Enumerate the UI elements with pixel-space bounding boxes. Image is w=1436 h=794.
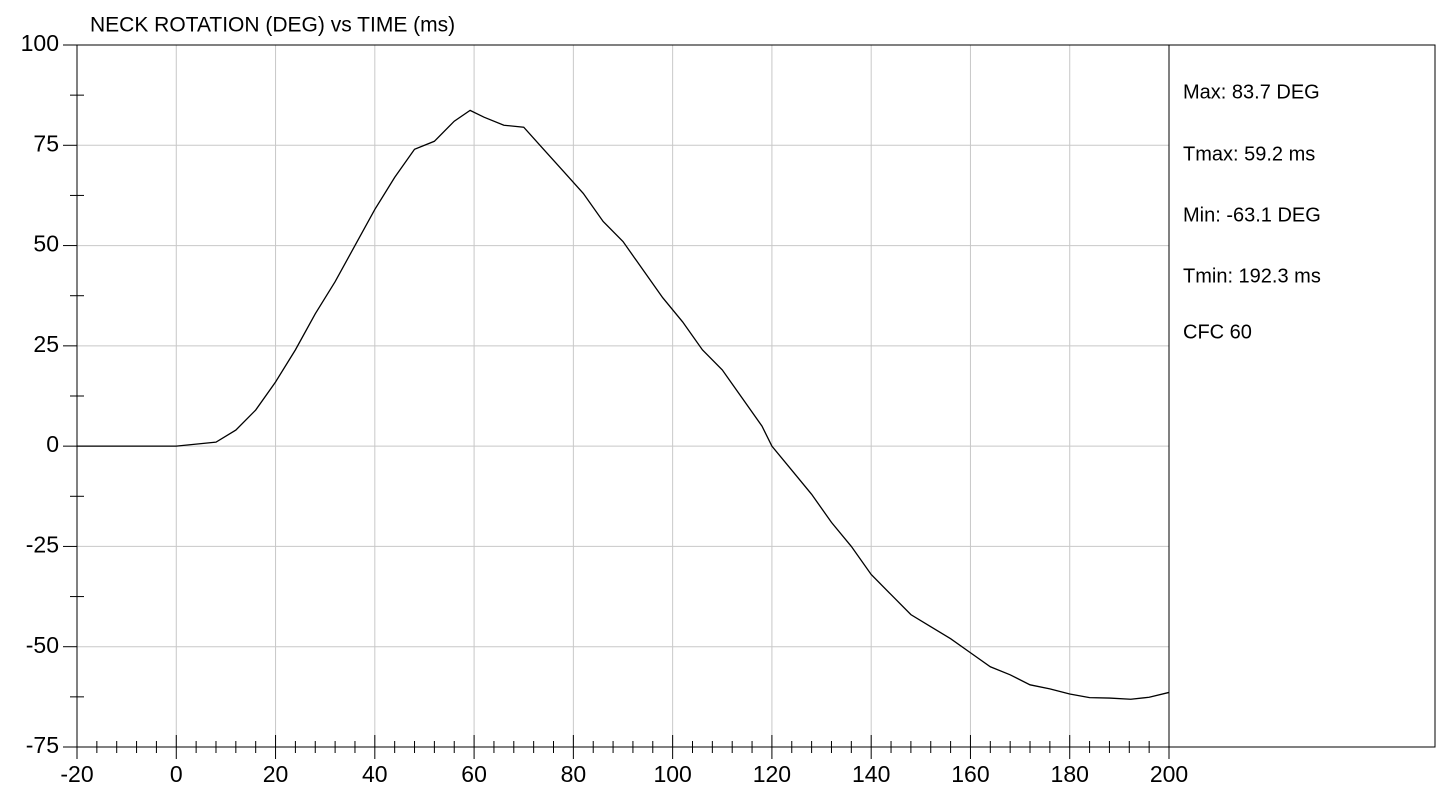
x-tick-label: 80 <box>561 761 587 787</box>
y-tick-label: 75 <box>33 130 59 156</box>
y-tick-label: 50 <box>33 231 59 257</box>
data-line <box>77 109 1170 700</box>
chart-title: NECK ROTATION (DEG) vs TIME (ms) <box>90 14 455 37</box>
annotation: Min: -63.1 DEG <box>1183 204 1321 226</box>
y-tick-label: -75 <box>26 732 59 758</box>
x-tick-label: 160 <box>951 761 989 787</box>
x-tick-label: 180 <box>1051 761 1089 787</box>
annotation: Tmax: 59.2 ms <box>1183 143 1315 165</box>
x-tick-label: 0 <box>170 761 183 787</box>
y-tick-label: 25 <box>33 331 59 357</box>
x-tick-label: 40 <box>362 761 388 787</box>
y-tick-label: 0 <box>46 431 59 457</box>
plot-frame <box>76 44 1170 748</box>
x-tick-label: 120 <box>753 761 791 787</box>
x-tick-label: 200 <box>1150 761 1188 787</box>
x-tick-label: 60 <box>461 761 487 787</box>
y-tick-label: -50 <box>26 632 59 658</box>
y-tick-label: -25 <box>26 532 59 558</box>
x-tick-label: 20 <box>263 761 289 787</box>
annotation: Tmin: 192.3 ms <box>1183 265 1321 287</box>
annotation: CFC 60 <box>1183 321 1252 343</box>
x-tick-label: 100 <box>653 761 691 787</box>
x-tick-label: 140 <box>852 761 890 787</box>
x-tick-label: -20 <box>60 761 93 787</box>
annotation: Max: 83.7 DEG <box>1183 81 1320 103</box>
y-tick-label: 100 <box>21 30 59 56</box>
